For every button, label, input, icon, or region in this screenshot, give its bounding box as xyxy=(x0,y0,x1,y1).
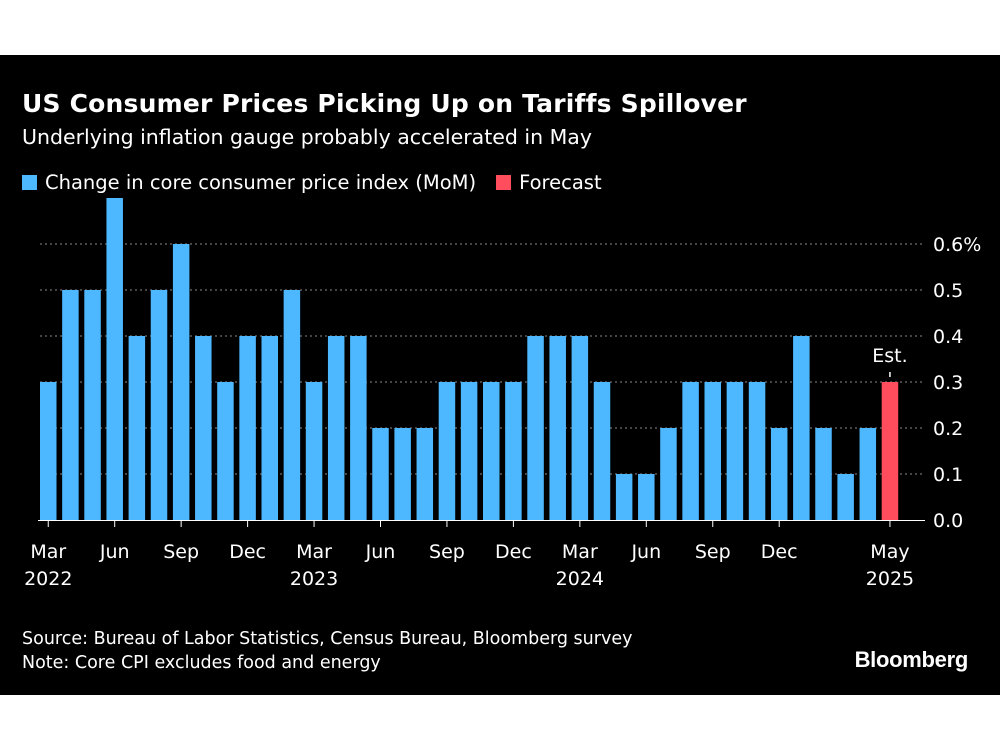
chart-subtitle: Underlying inflation gauge probably acce… xyxy=(22,125,592,149)
bar xyxy=(859,428,877,520)
source-text: Source: Bureau of Labor Statistics, Cens… xyxy=(22,629,633,649)
x-tick-label-month: Jun xyxy=(365,541,396,563)
y-tick-label: 0.0 xyxy=(933,510,963,532)
bar xyxy=(84,290,101,520)
x-tick-label-month: Dec xyxy=(229,541,266,563)
bar xyxy=(704,382,721,520)
bar xyxy=(261,336,278,520)
bar xyxy=(327,336,345,520)
x-tick-label-month: Sep xyxy=(695,541,731,563)
bar xyxy=(527,336,544,520)
note-text: Note: Core CPI excludes food and energy xyxy=(22,653,381,673)
forecast-bar xyxy=(881,382,899,520)
bar xyxy=(372,428,389,520)
bar xyxy=(793,336,810,520)
legend-label-actual: Change in core consumer price index (MoM… xyxy=(45,170,477,194)
bar xyxy=(460,382,478,520)
bar xyxy=(128,336,146,520)
legend: Change in core consumer price index (MoM… xyxy=(22,170,622,194)
bar xyxy=(195,336,212,520)
x-tick-label-year: 2023 xyxy=(290,568,338,590)
x-tick-label-month: Dec xyxy=(495,541,532,563)
x-tick-label-month: Mar xyxy=(562,541,598,563)
bar xyxy=(40,382,57,520)
source-notes: Source: Bureau of Labor Statistics, Cens… xyxy=(22,627,632,675)
bar xyxy=(350,336,367,520)
x-tick-label-month: Sep xyxy=(429,541,465,563)
y-tick-label: 0.4 xyxy=(933,326,963,348)
bar xyxy=(593,382,611,520)
y-tick-label: 0.2 xyxy=(933,418,963,440)
x-tick-label-month: May xyxy=(870,541,909,563)
bar xyxy=(239,336,256,520)
bar xyxy=(615,474,633,520)
x-tick-label-month: Jun xyxy=(99,541,130,563)
bar xyxy=(837,474,854,520)
legend-item-actual: Change in core consumer price index (MoM… xyxy=(22,171,476,194)
x-tick-label-month: Dec xyxy=(761,541,798,563)
bar xyxy=(770,428,788,520)
bar xyxy=(660,428,677,520)
forecast-annotation: Est. xyxy=(872,345,907,367)
bar xyxy=(394,428,411,520)
bar xyxy=(416,428,434,520)
x-tick-label-month: Mar xyxy=(30,541,66,563)
legend-swatch-forecast xyxy=(496,174,512,190)
legend-item-forecast: Forecast xyxy=(496,171,602,194)
bar xyxy=(726,382,744,520)
x-tick-label-year: 2024 xyxy=(556,568,604,590)
bar xyxy=(283,290,301,520)
x-tick-label-year: 2022 xyxy=(24,568,72,590)
bar xyxy=(150,290,168,520)
bar xyxy=(571,336,589,520)
y-tick-label: 0.5 xyxy=(933,280,963,302)
y-tick-label: 0.1 xyxy=(933,464,963,486)
bar xyxy=(305,382,323,520)
legend-swatch-actual xyxy=(22,174,37,190)
x-tick-label-month: Sep xyxy=(163,541,199,563)
bar-chart: 0.0 0.1 0.2 0.3 0.4 0.5 0.6% Mar 2022 Jun Sep Dec Ma… xyxy=(24,198,981,590)
bar xyxy=(638,474,655,520)
bar xyxy=(549,336,566,520)
y-tick-label: 0.6% xyxy=(933,234,981,256)
legend-label-forecast: Forecast xyxy=(519,170,602,194)
bloomberg-logo: Bloomberg xyxy=(854,647,969,672)
bar xyxy=(505,382,522,520)
x-tick-label-month: Jun xyxy=(630,541,661,563)
bar xyxy=(62,290,79,520)
bar xyxy=(748,382,766,520)
bar xyxy=(438,382,456,520)
bar xyxy=(815,428,832,520)
chart-title: US Consumer Prices Picking Up on Tariffs… xyxy=(22,89,747,118)
bar xyxy=(106,198,123,520)
y-tick-label: 0.3 xyxy=(933,372,963,394)
bar xyxy=(483,382,500,520)
x-tick-label-year: 2025 xyxy=(866,568,914,590)
x-tick-label-month: Mar xyxy=(296,541,332,563)
bar xyxy=(172,244,190,520)
chart-card: US Consumer Prices Picking Up on Tariffs… xyxy=(0,55,1000,695)
bar xyxy=(217,382,234,520)
bar xyxy=(682,382,699,520)
